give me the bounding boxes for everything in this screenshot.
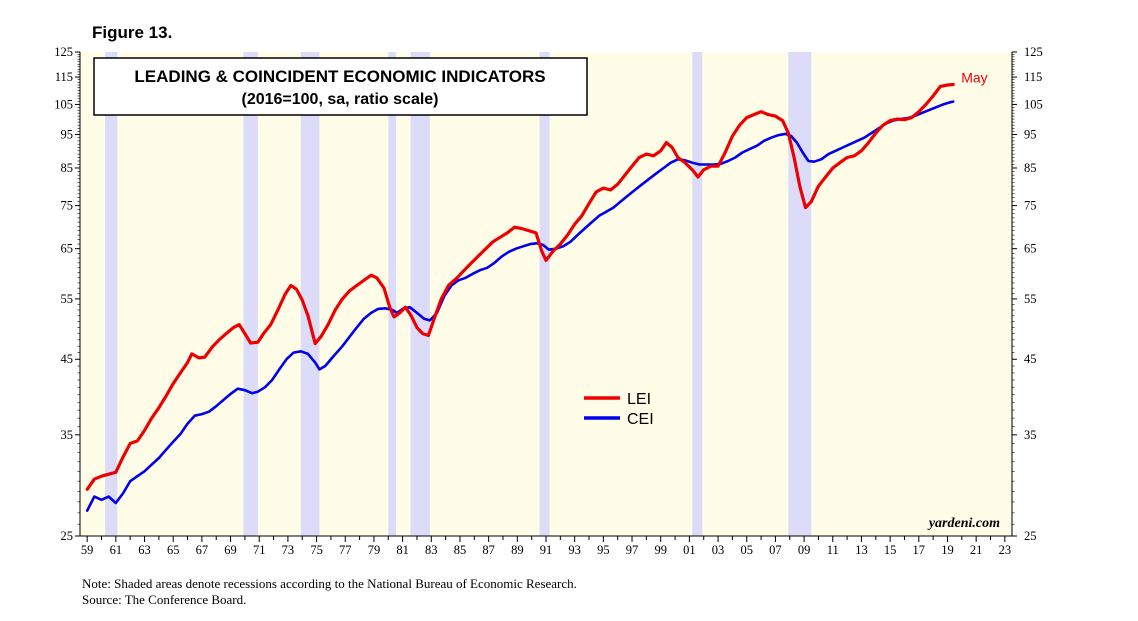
y-tick-label-right: 125 [1024, 45, 1043, 59]
legend-label-cei: CEI [627, 411, 654, 428]
x-tick-label: 89 [511, 543, 524, 557]
y-tick-label-right: 85 [1024, 161, 1037, 175]
x-tick-label: 77 [339, 543, 352, 557]
legend-label-lei: LEI [627, 391, 651, 408]
x-tick-label: 65 [167, 543, 180, 557]
y-tick-label-left: 95 [61, 128, 74, 142]
y-tick-label-right: 115 [1024, 70, 1042, 84]
x-tick-label: 07 [769, 543, 782, 557]
y-tick-label-right: 65 [1024, 242, 1037, 256]
y-tick-label-right: 25 [1024, 529, 1037, 543]
series-line-lei [85, 82, 955, 491]
x-tick-label: 99 [654, 543, 667, 557]
recession-band [243, 52, 258, 536]
recession-band [388, 52, 397, 536]
x-tick-label: 01 [683, 543, 696, 557]
y-tick-label-left: 85 [61, 161, 74, 175]
x-tick-label: 03 [712, 543, 725, 557]
y-tick-label-left: 65 [61, 242, 74, 256]
y-tick-label-left: 55 [61, 292, 74, 306]
series-line-cei [85, 100, 955, 512]
y-tick-label-right: 45 [1024, 352, 1037, 366]
y-tick-label-right: 95 [1024, 128, 1037, 142]
x-tick-label: 97 [626, 543, 639, 557]
y-tick-label-left: 125 [54, 45, 73, 59]
x-tick-label: 59 [81, 543, 94, 557]
y-tick-label-left: 75 [61, 199, 74, 213]
x-tick-label: 69 [224, 543, 237, 557]
x-tick-label: 87 [482, 543, 495, 557]
x-tick-label: 13 [855, 543, 868, 557]
y-tick-label-left: 25 [61, 529, 74, 543]
x-tick-label: 91 [540, 543, 553, 557]
x-tick-label: 71 [253, 543, 266, 557]
chart-subtitle: (2016=100, sa, ratio scale) [241, 91, 438, 108]
x-tick-label: 85 [454, 543, 467, 557]
x-tick-label: 63 [138, 543, 151, 557]
x-tick-label: 81 [396, 543, 409, 557]
y-tick-label-left: 45 [61, 352, 74, 366]
x-tick-label: 95 [597, 543, 610, 557]
x-tick-label: 61 [110, 543, 123, 557]
recession-band [788, 52, 812, 536]
x-tick-label: 09 [798, 543, 811, 557]
watermark: yardeni.com [927, 516, 1000, 531]
legend: LEI CEI [584, 391, 654, 428]
y-tick-label-left: 35 [61, 428, 74, 442]
y-tick-label-left: 115 [55, 70, 73, 84]
x-tick-label: 19 [941, 543, 954, 557]
x-tick-label: 05 [740, 543, 753, 557]
x-tick-label: 93 [568, 543, 581, 557]
chart-title: LEADING & COINCIDENT ECONOMIC INDICATORS [134, 67, 545, 86]
note-line-1: Note: Shaded areas denote recessions acc… [82, 576, 577, 591]
x-tick-label: 23 [999, 543, 1012, 557]
y-tick-label-right: 105 [1024, 97, 1043, 111]
recession-band [410, 52, 430, 536]
recession-band [539, 52, 550, 536]
recession-band [300, 52, 320, 536]
recession-band [105, 52, 118, 536]
x-tick-label: 11 [827, 543, 839, 557]
x-tick-label: 17 [913, 543, 926, 557]
y-tick-label-left: 105 [54, 97, 73, 111]
x-tick-label: 15 [884, 543, 897, 557]
series-end-label: May [961, 69, 987, 85]
figure-label: Figure 13. [92, 23, 173, 42]
x-tick-label: 75 [310, 543, 323, 557]
note-line-2: Source: The Conference Board. [82, 592, 247, 607]
y-tick-label-right: 75 [1024, 199, 1037, 213]
title-box: LEADING & COINCIDENT ECONOMIC INDICATORS… [93, 57, 588, 116]
recession-band [692, 52, 703, 536]
x-tick-label: 79 [368, 543, 381, 557]
x-tick-label: 67 [196, 543, 209, 557]
x-tick-label: 21 [970, 543, 983, 557]
y-tick-label-right: 55 [1024, 292, 1037, 306]
x-tick-label: 73 [282, 543, 295, 557]
y-tick-label-right: 35 [1024, 428, 1037, 442]
x-tick-label: 83 [425, 543, 438, 557]
